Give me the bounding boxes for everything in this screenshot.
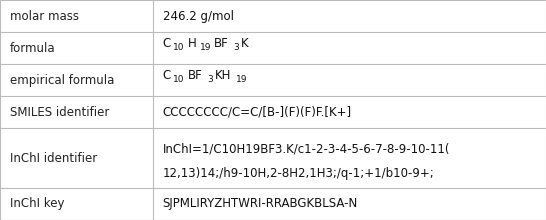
Text: C: C [163,37,171,50]
Text: SMILES identifier: SMILES identifier [10,106,109,119]
Text: 3: 3 [233,43,239,52]
Text: empirical formula: empirical formula [10,74,114,87]
Text: BF: BF [188,69,203,82]
Text: K: K [241,37,248,50]
Text: 10: 10 [173,43,185,52]
Text: 246.2 g/mol: 246.2 g/mol [163,9,234,23]
Text: InChI identifier: InChI identifier [10,152,97,165]
Text: SJPMLIRYZHTWRI-RRABGKBLSA-N: SJPMLIRYZHTWRI-RRABGKBLSA-N [163,197,358,211]
Text: KH: KH [215,69,231,82]
Text: 12,13)14;/h9-10H,2-8H2,1H3;/q-1;+1/b10-9+;: 12,13)14;/h9-10H,2-8H2,1H3;/q-1;+1/b10-9… [163,167,435,180]
Text: InChI key: InChI key [10,197,64,211]
Text: H: H [188,37,197,50]
Text: formula: formula [10,42,56,55]
Text: 19: 19 [199,43,211,52]
Text: 10: 10 [173,75,185,84]
Text: C: C [163,69,171,82]
Text: 19: 19 [236,75,247,84]
Text: molar mass: molar mass [10,9,79,23]
Text: BF: BF [215,37,229,50]
Text: InChI=1/C10H19BF3.K/c1-2-3-4-5-6-7-8-9-10-11(: InChI=1/C10H19BF3.K/c1-2-3-4-5-6-7-8-9-1… [163,143,450,156]
Text: 3: 3 [207,75,213,84]
Text: CCCCCCCC/C=C/[B-](F)(F)F.[K+]: CCCCCCCC/C=C/[B-](F)(F)F.[K+] [163,106,352,119]
